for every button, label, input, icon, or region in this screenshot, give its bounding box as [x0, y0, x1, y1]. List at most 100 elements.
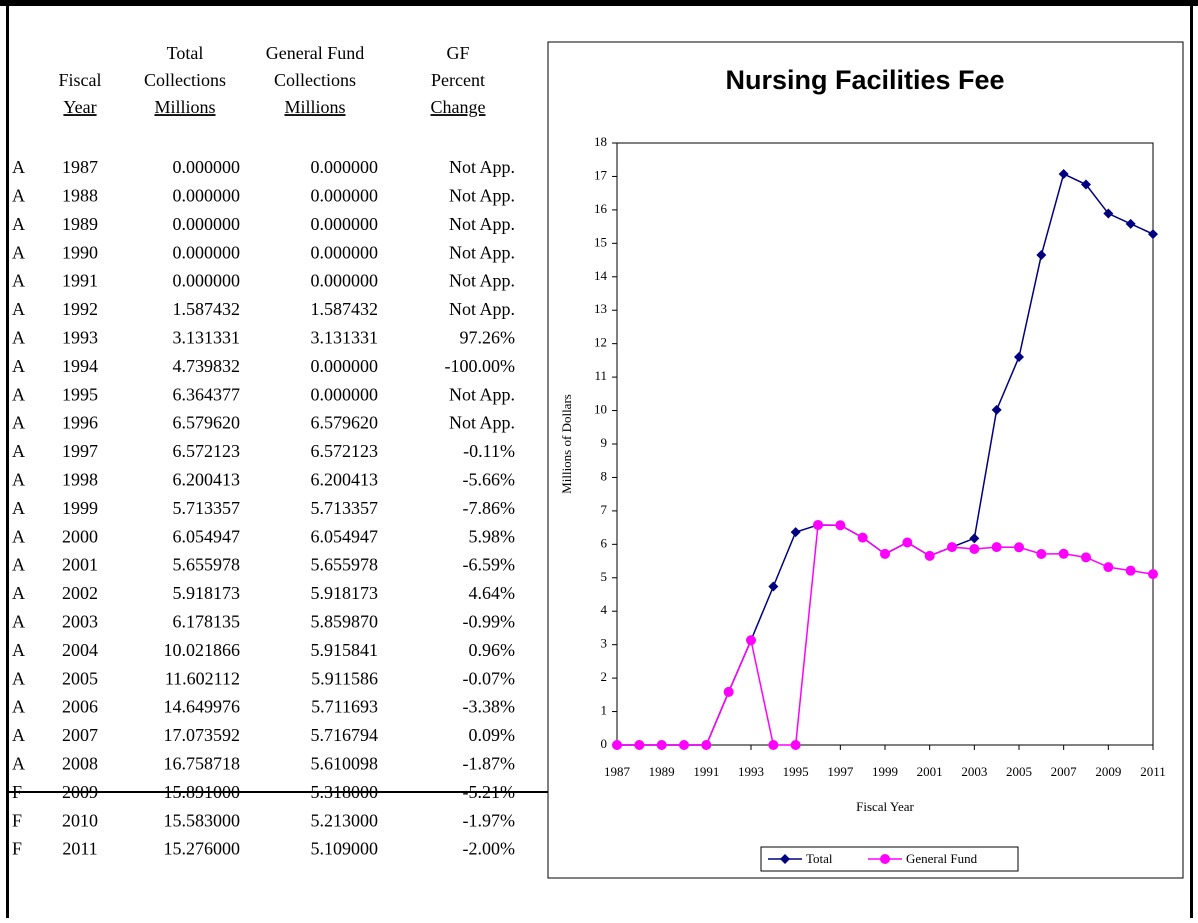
- table-cell: 0.09%: [469, 725, 516, 745]
- column-header: Collections: [144, 70, 226, 90]
- data-point: [746, 635, 756, 646]
- x-tick-label: 2009: [1095, 764, 1121, 779]
- y-tick-label: 12: [594, 335, 607, 350]
- column-header: GF: [446, 43, 469, 63]
- table-cell: A: [12, 725, 25, 745]
- data-point: [880, 548, 890, 559]
- table-cell: -0.11%: [463, 441, 515, 461]
- data-point: [1014, 542, 1024, 553]
- table-cell: 2008: [62, 754, 98, 774]
- table-cell: 14.649976: [164, 697, 241, 717]
- table-cell: 0.000000: [311, 356, 379, 376]
- table-cell: 6.364377: [173, 384, 241, 404]
- table-cell: Not App.: [449, 214, 515, 234]
- table-cell: 5.716794: [311, 725, 379, 745]
- table-cell: 1998: [62, 470, 98, 490]
- x-tick-label: 1997: [827, 764, 854, 779]
- table-cell: -5.66%: [463, 470, 516, 490]
- table-cell: 17.073592: [164, 725, 241, 745]
- table-cell: 2009: [62, 782, 98, 802]
- data-point: [1103, 208, 1114, 219]
- table-cell: -1.97%: [463, 810, 516, 830]
- table-cell: 3.131331: [311, 328, 379, 348]
- x-tick-label: 2001: [917, 764, 943, 779]
- table-cell: 0.000000: [311, 271, 379, 291]
- table-cell: 0.000000: [173, 186, 241, 206]
- x-tick-label: 1993: [738, 764, 764, 779]
- table-cell: 0.000000: [311, 157, 379, 177]
- table-cell: A: [12, 754, 25, 774]
- table-cell: 2002: [62, 583, 98, 603]
- table-cell: -0.99%: [463, 612, 516, 632]
- table-cell: A: [12, 498, 25, 518]
- y-tick-label: 4: [601, 602, 608, 617]
- table-cell: 2004: [62, 640, 98, 660]
- data-point: [1058, 548, 1069, 559]
- data-point: [656, 740, 667, 750]
- table-cell: -6.59%: [463, 555, 516, 575]
- table-cell: 2000: [62, 526, 98, 546]
- data-point: [768, 740, 779, 750]
- data-point: [1081, 179, 1091, 190]
- table-cell: A: [12, 612, 25, 632]
- table-cell: 6.178135: [173, 612, 241, 632]
- table-cell: -100.00%: [445, 356, 516, 376]
- column-header: Total: [167, 43, 204, 63]
- y-axis-label: Millions of Dollars: [559, 394, 574, 494]
- table-cell: 2007: [62, 725, 98, 745]
- table-cell: Not App.: [449, 299, 515, 319]
- data-point: [1148, 229, 1158, 240]
- table-cell: 1989: [62, 214, 98, 234]
- table-cell: 1995: [62, 384, 98, 404]
- table-cell: 1992: [62, 299, 98, 319]
- table-cell: 15.276000: [164, 839, 241, 859]
- data-point: [1148, 569, 1158, 580]
- data-point: [1036, 250, 1047, 261]
- data-point: [790, 527, 801, 538]
- table-cell: F: [12, 810, 22, 830]
- table-cell: 1994: [62, 356, 98, 376]
- chart-frame: [547, 41, 1184, 879]
- data-point: [947, 542, 957, 553]
- table-cell: A: [12, 271, 25, 291]
- table-cell: 6.572123: [173, 441, 241, 461]
- x-tick-label: 1999: [872, 764, 898, 779]
- x-tick-label: 1995: [783, 764, 809, 779]
- legend-label: Total: [806, 851, 833, 866]
- column-header: Percent: [431, 70, 485, 90]
- x-tick-label: 2011: [1140, 764, 1166, 779]
- table-cell: 0.000000: [173, 157, 241, 177]
- table-cell: 1.587432: [173, 299, 241, 319]
- table-cell: -3.38%: [463, 697, 516, 717]
- table-cell: 11.602112: [165, 668, 240, 688]
- data-point: [612, 740, 622, 750]
- table-cell: 2003: [62, 612, 98, 632]
- table-cell: -1.87%: [463, 754, 516, 774]
- data-point: [1125, 218, 1136, 229]
- table-cell: A: [12, 441, 25, 461]
- table-cell: 1987: [62, 157, 98, 177]
- data-point: [969, 533, 980, 544]
- table-cell: 2006: [62, 697, 98, 717]
- table-cell: A: [12, 697, 25, 717]
- table-cell: Not App.: [449, 413, 515, 433]
- legend-marker: [880, 854, 890, 864]
- table-cell: 0.000000: [311, 186, 379, 206]
- table-cell: -5.21%: [463, 782, 516, 802]
- table-cell: 4.64%: [469, 583, 516, 603]
- x-tick-label: 2005: [1006, 764, 1032, 779]
- table-cell: 0.000000: [311, 242, 379, 262]
- y-tick-label: 2: [601, 669, 608, 684]
- table-cell: 5.711693: [311, 697, 378, 717]
- table-cell: 5.98%: [469, 526, 516, 546]
- table-cell: A: [12, 328, 25, 348]
- table-cell: 0.000000: [173, 214, 241, 234]
- data-point: [1014, 351, 1024, 362]
- table-cell: A: [12, 157, 25, 177]
- data-point: [991, 404, 1002, 415]
- table-cell: A: [12, 356, 25, 376]
- column-header: Millions: [154, 97, 215, 117]
- table-cell: 1996: [62, 413, 98, 433]
- table-cell: 5.911586: [311, 668, 378, 688]
- table-cell: 3.131331: [173, 328, 241, 348]
